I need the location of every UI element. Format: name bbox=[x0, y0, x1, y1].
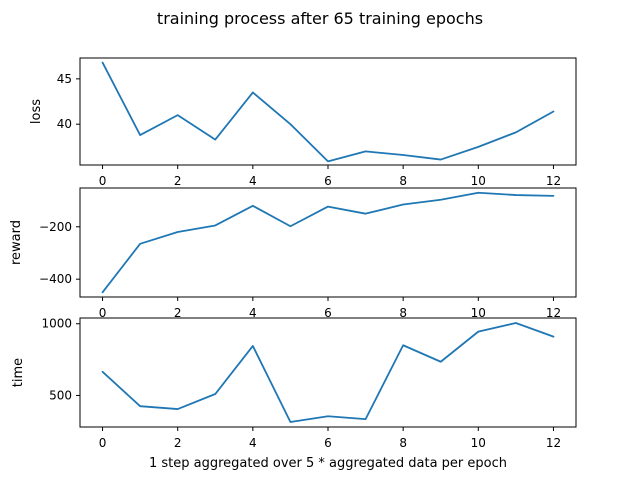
reward-xtick-label: 8 bbox=[399, 306, 407, 320]
loss-xtick-label: 0 bbox=[99, 174, 107, 188]
time-series-line bbox=[101, 322, 555, 423]
time-xtick-label: 6 bbox=[324, 436, 332, 450]
time-xtick-label: 2 bbox=[174, 436, 182, 450]
reward-xtick-label: 0 bbox=[99, 306, 107, 320]
loss-xtick-label: 2 bbox=[174, 174, 182, 188]
loss-axis-label: loss bbox=[29, 99, 44, 124]
reward-ytick-label: −400 bbox=[39, 272, 72, 286]
loss-xtick-label: 4 bbox=[249, 174, 257, 188]
time-axis-label: time bbox=[11, 358, 26, 387]
reward-series-line bbox=[101, 191, 555, 294]
loss-xtick-label: 8 bbox=[399, 174, 407, 188]
reward-xtick-label: 2 bbox=[174, 306, 182, 320]
loss-xtick-label: 12 bbox=[546, 174, 561, 188]
reward-xtick-label: 10 bbox=[471, 306, 486, 320]
reward-xtick-label: 4 bbox=[249, 306, 257, 320]
loss-xtick-label: 10 bbox=[471, 174, 486, 188]
loss-series-line bbox=[101, 61, 555, 163]
time-xtick-label: 10 bbox=[471, 436, 486, 450]
loss-ytick-label: 45 bbox=[57, 72, 72, 86]
figure-title: training process after 65 training epoch… bbox=[157, 9, 483, 28]
loss-axes-frame bbox=[79, 57, 577, 166]
loss-ytick-label: 40 bbox=[57, 117, 72, 131]
subplot-time: 0 2 4 6 8 10 12 500 1000 time bbox=[11, 317, 577, 450]
time-xtick-label: 12 bbox=[546, 436, 561, 450]
reward-xtick-label: 12 bbox=[546, 306, 561, 320]
loss-xtick-label: 6 bbox=[324, 174, 332, 188]
time-axes-frame bbox=[79, 317, 577, 428]
reward-ytick-label: −200 bbox=[39, 220, 72, 234]
time-ytick-label: 500 bbox=[49, 388, 72, 402]
subplot-reward: 0 2 4 6 8 10 12 −400 −200 reward bbox=[9, 187, 577, 320]
subplot-loss: 0 2 4 6 8 10 12 40 45 loss bbox=[29, 57, 577, 188]
reward-xtick-label: 6 bbox=[324, 306, 332, 320]
time-xtick-label: 0 bbox=[99, 436, 107, 450]
reward-axis-label: reward bbox=[9, 220, 24, 265]
time-ytick-label: 1000 bbox=[41, 317, 72, 331]
x-axis-label: 1 step aggregated over 5 * aggregated da… bbox=[149, 456, 507, 471]
reward-axes-frame bbox=[79, 187, 577, 298]
time-xtick-label: 8 bbox=[399, 436, 407, 450]
time-xtick-label: 4 bbox=[249, 436, 257, 450]
